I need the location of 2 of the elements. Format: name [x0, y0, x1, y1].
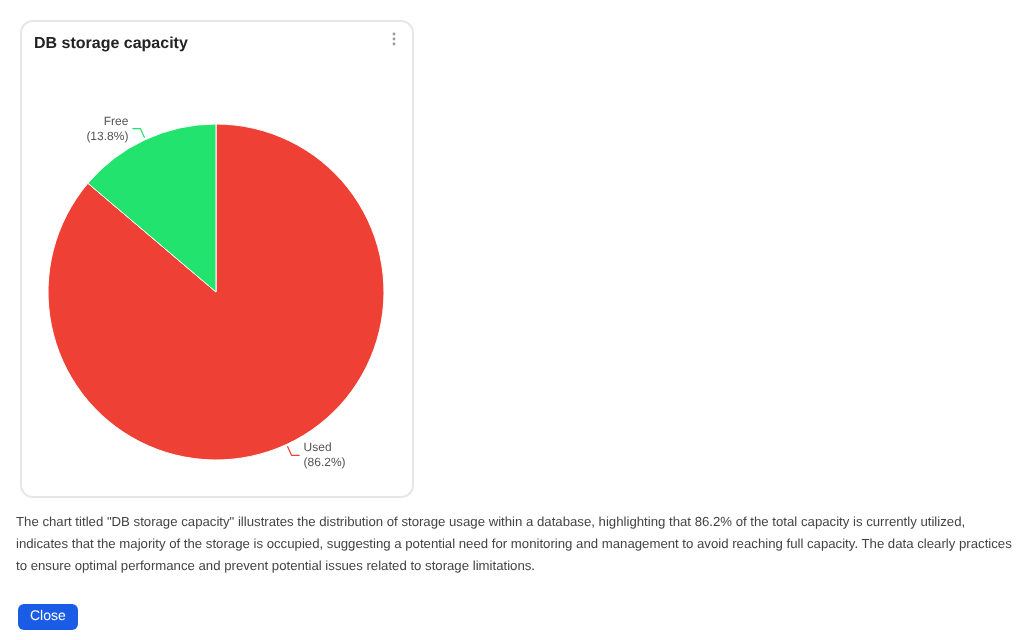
pie-slice [47, 123, 385, 461]
chart-title: DB storage capacity [34, 34, 189, 52]
